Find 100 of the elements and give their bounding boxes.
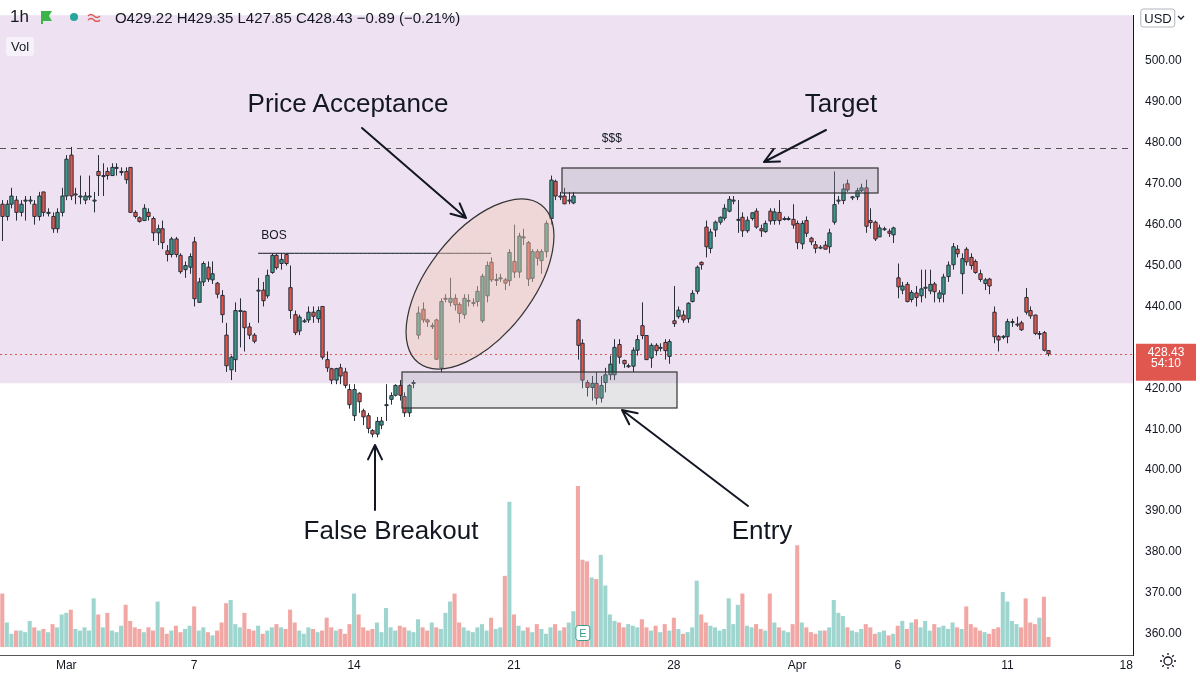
y-tick-label: 500.00 [1145, 53, 1183, 68]
bar [256, 625, 261, 647]
bar [630, 625, 635, 647]
bar [598, 554, 603, 647]
bar [562, 627, 567, 647]
bar [923, 620, 928, 647]
bar [196, 630, 201, 647]
bar [475, 627, 480, 647]
bar [205, 632, 210, 647]
bar [265, 630, 270, 647]
y-tick-label: 390.00 [1145, 503, 1183, 518]
bar [758, 628, 763, 647]
bar [260, 633, 265, 647]
bar [169, 630, 174, 647]
bar [932, 624, 937, 647]
bar [850, 630, 855, 647]
bar [913, 619, 919, 647]
candlestick [667, 338, 672, 365]
bar [754, 624, 759, 647]
y-tick-label: 420.00 [1145, 380, 1183, 395]
bar [502, 575, 507, 647]
bar [1000, 591, 1005, 647]
bar [671, 617, 676, 647]
bar [868, 627, 873, 647]
bar [548, 627, 553, 647]
bar [393, 630, 398, 647]
bar [539, 628, 544, 647]
x-tick-label: Mar [55, 657, 77, 672]
bar [365, 630, 370, 647]
bar [146, 627, 151, 647]
bar [91, 598, 96, 647]
bar [173, 625, 178, 647]
y-tick-label: 410.00 [1145, 421, 1183, 436]
bar [763, 630, 768, 647]
x-tick-label: 11 [1001, 657, 1014, 672]
bar [493, 628, 498, 647]
x-tick-label: 21 [507, 657, 521, 672]
bar [804, 627, 809, 647]
bar [594, 579, 599, 647]
x-tick-label: 14 [347, 657, 362, 672]
bar [242, 612, 247, 647]
annotation: Target [804, 87, 878, 119]
bar [840, 616, 845, 647]
bar [973, 627, 978, 647]
annotation: E [575, 625, 591, 641]
bar [959, 628, 964, 647]
bar [352, 593, 357, 647]
y-tick-label: 440.00 [1145, 298, 1183, 313]
bar [676, 628, 681, 647]
bar [434, 627, 439, 647]
bar [105, 612, 110, 647]
bar [635, 627, 640, 647]
bar [909, 622, 914, 647]
bar [82, 627, 87, 647]
bar [137, 628, 142, 647]
y-tick-label: 400.00 [1145, 462, 1183, 477]
bar [795, 545, 800, 647]
bar [511, 614, 516, 647]
bar [4, 622, 9, 647]
bar [891, 633, 896, 647]
bar [68, 609, 73, 647]
bar [310, 628, 315, 647]
bar [822, 630, 827, 647]
bar [776, 627, 781, 647]
bar [735, 604, 740, 647]
text: 54:10 [1150, 356, 1182, 370]
bar [96, 614, 101, 647]
bar [553, 624, 558, 647]
bar [141, 632, 146, 647]
bar [589, 577, 594, 647]
bar [621, 627, 626, 647]
bar [278, 627, 283, 647]
bar [1032, 624, 1037, 647]
bar [955, 627, 960, 647]
bar [941, 625, 946, 647]
bar [32, 627, 37, 647]
y-tick-label: 370.00 [1145, 585, 1183, 600]
annotation: Entry [731, 514, 793, 546]
bar [662, 624, 667, 647]
bar [406, 630, 411, 647]
bar [904, 628, 909, 647]
bar [420, 627, 425, 647]
bar [818, 630, 823, 647]
bar [813, 633, 818, 647]
bar [100, 627, 105, 647]
bar [425, 630, 430, 647]
bar [740, 593, 745, 647]
bar [237, 627, 242, 647]
y-tick-label: 470.00 [1145, 176, 1183, 191]
bar [201, 627, 206, 647]
bar [557, 630, 562, 647]
bar [498, 627, 503, 647]
bar [123, 604, 128, 647]
text: USD [1140, 8, 1176, 28]
bar [639, 619, 644, 647]
bar [45, 632, 50, 647]
bar [991, 628, 996, 647]
bar [772, 622, 777, 647]
bar [356, 614, 361, 647]
bar [0, 593, 5, 647]
